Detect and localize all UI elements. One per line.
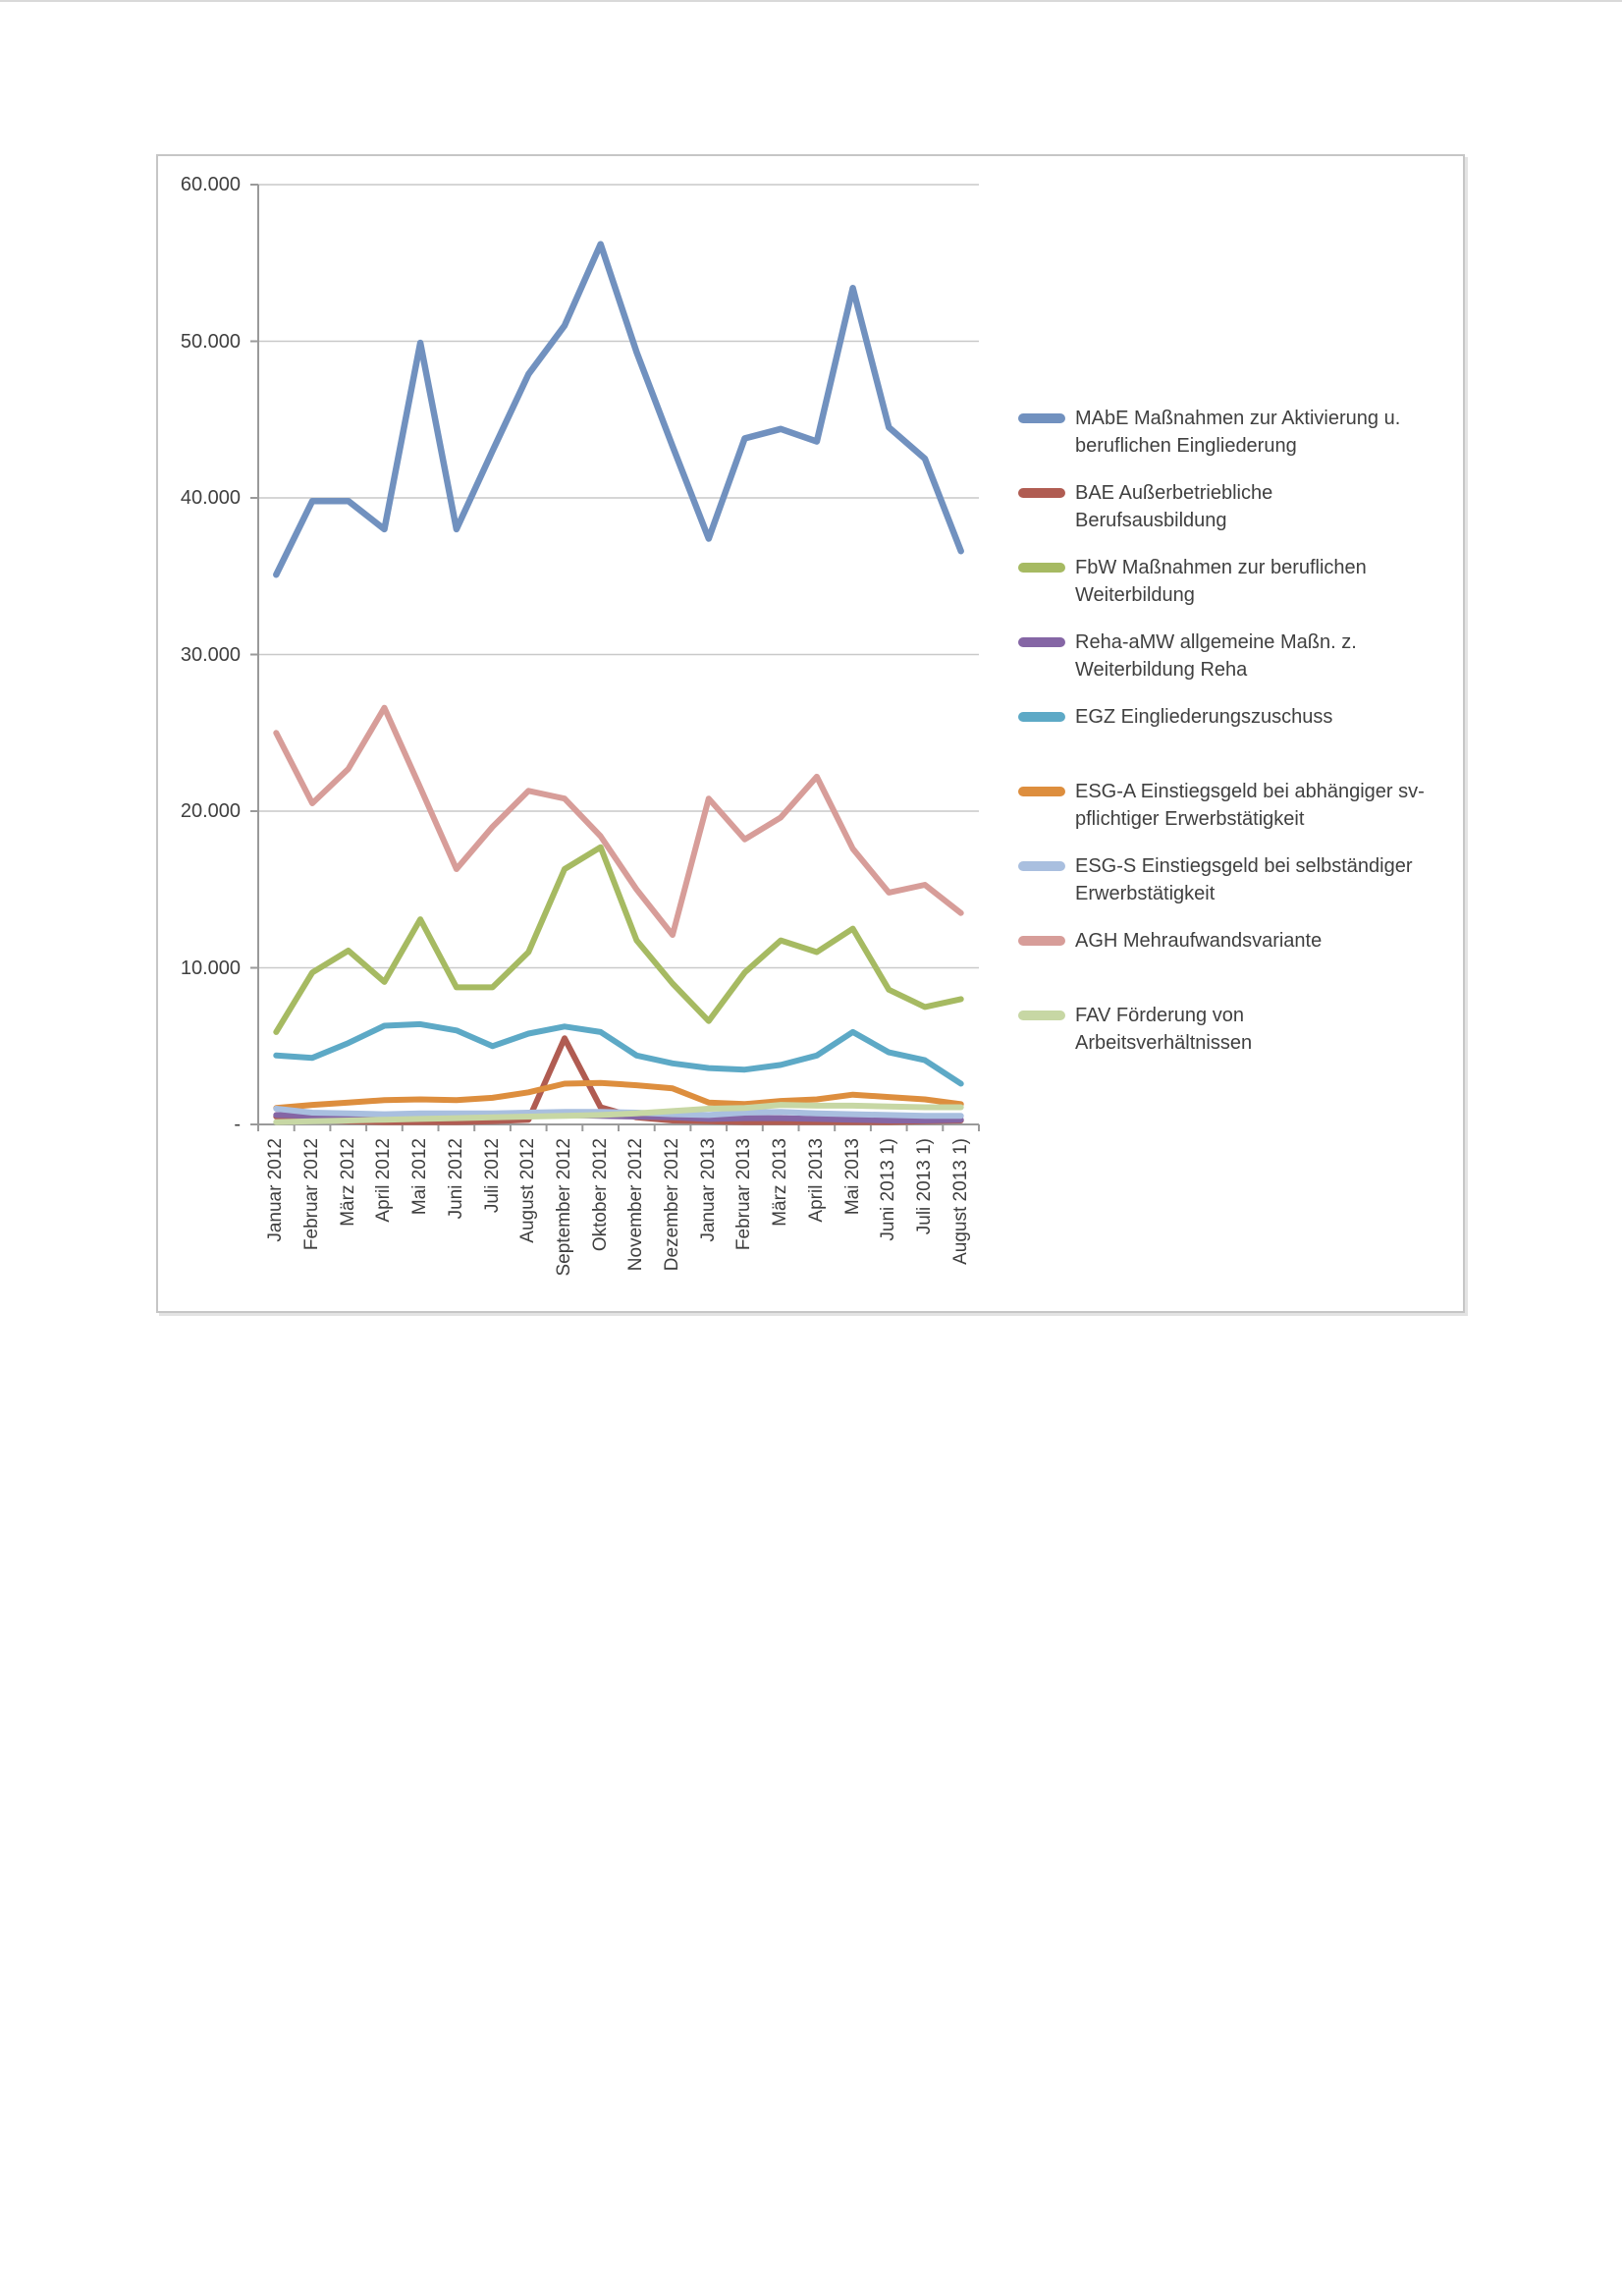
legend-label-bae: BAE Außerbetriebliche Berufsausbildung [1075,482,1273,531]
x-tick-label: September 2012 [553,1138,574,1277]
legend-label-esg-a: ESG-A Einstiegsgeld bei abhängiger sv- p… [1075,781,1425,830]
series-line-mabe [273,241,964,578]
x-tick-label: März 2012 [337,1138,358,1227]
legend-item-fbw: FbW Maßnahmen zur beruflichen Weiterbild… [1018,554,1440,629]
legend-swatch-esg-a [1018,787,1065,796]
y-tick-label: 50.000 [180,330,241,353]
legend-item-reha-amw: Reha-aMW allgemeine Maßn. z. Weiterbildu… [1018,629,1440,703]
legend-item-fav: FAV Förderung von Arbeitsverhältnissen [1018,1002,1440,1076]
legend-item-esg-s: ESG-S Einstiegsgeld bei selbständiger Er… [1018,852,1440,927]
x-tick-label: März 2013 [770,1138,791,1227]
line-chart-canvas [250,184,980,1131]
y-axis-labels: 60.000 50.000 40.000 30.000 20.000 10.000 - [158,156,241,1315]
x-tick-label: Mai 2013 [841,1138,863,1216]
legend-swatch-fbw [1018,563,1065,573]
x-tick-label: Januar 2012 [265,1138,287,1242]
x-tick-label: Februar 2013 [733,1138,755,1251]
x-tick-label: Juli 2013 1) [913,1138,935,1235]
x-tick-label: Oktober 2012 [589,1138,611,1252]
series-line-egz [273,1020,964,1087]
legend-swatch-egz [1018,712,1065,722]
y-tick-label: 30.000 [180,643,241,666]
x-tick-label: August 2012 [517,1138,539,1243]
legend-item-esg-a: ESG-A Einstiegsgeld bei abhängiger sv- p… [1018,778,1440,852]
y-tick-label: - [234,1114,241,1135]
x-tick-label: Dezember 2012 [662,1138,683,1272]
legend-label-fbw: FbW Maßnahmen zur beruflichen Weiterbild… [1075,557,1367,606]
chart-container: 60.000 50.000 40.000 30.000 20.000 10.000 - Ja… [156,154,1465,1313]
y-tick-label: 60.000 [180,174,241,195]
screenshot-top-border [0,0,1622,2]
series-line-esg-a [273,1079,964,1112]
y-tick-label: 20.000 [180,800,241,822]
legend-item-agh: AGH Mehraufwandsvariante [1018,927,1440,1002]
legend-swatch-esg-s [1018,861,1065,871]
legend-swatch-agh [1018,936,1065,946]
legend-swatch-mabe [1018,413,1065,423]
legend-label-esg-s: ESG-S Einstiegsgeld bei selbständiger Er… [1075,855,1413,904]
y-tick-label: 40.000 [180,487,241,509]
x-tick-label: August 2013 1) [949,1138,971,1265]
x-tick-label: Januar 2013 [697,1138,719,1242]
legend-swatch-fav [1018,1011,1065,1020]
chart-legend: MAbE Maßnahmen zur Aktivierung u. berufl… [1018,405,1440,1076]
x-tick-label: Februar 2012 [301,1138,323,1251]
legend-swatch-bae [1018,488,1065,498]
legend-label-agh: AGH Mehraufwandsvariante [1075,930,1323,952]
x-tick-label: November 2012 [625,1138,647,1272]
series-line-agh [273,704,964,938]
legend-swatch-reha-amw [1018,637,1065,647]
x-tick-label: April 2012 [373,1138,395,1223]
legend-item-egz: EGZ Eingliederungszuschuss [1018,703,1440,778]
x-tick-label: Mai 2012 [409,1138,431,1216]
x-tick-label: Juni 2012 [445,1138,466,1220]
x-tick-label: Juni 2013 1) [878,1138,899,1241]
x-tick-label: April 2013 [805,1138,827,1223]
legend-item-bae: BAE Außerbetriebliche Berufsausbildung [1018,479,1440,554]
y-tick-label: 10.000 [180,957,241,979]
legend-label-mabe: MAbE Maßnahmen zur Aktivierung u. berufl… [1075,408,1401,457]
legend-label-egz: EGZ Eingliederungszuschuss [1075,706,1333,728]
legend-item-mabe: MAbE Maßnahmen zur Aktivierung u. berufl… [1018,405,1440,479]
series-line-fbw [273,844,964,1035]
x-tick-label: Juli 2012 [481,1138,503,1214]
legend-label-fav: FAV Förderung von Arbeitsverhältnissen [1075,1005,1253,1054]
series-line-fav [273,1102,964,1125]
legend-label-reha-amw: Reha-aMW allgemeine Maßn. z. Weiterbildu… [1075,631,1357,681]
